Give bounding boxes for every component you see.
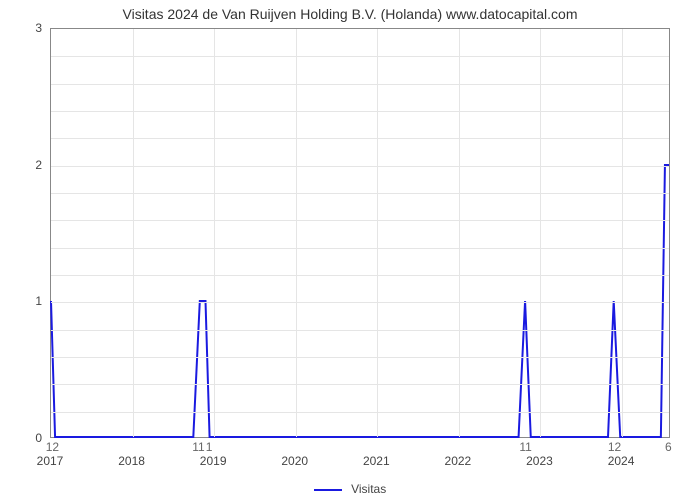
gridline-v [296,29,297,437]
gridline-h-minor [51,357,669,358]
gridline-h-minor [51,330,669,331]
gridline-v [540,29,541,437]
x-tick-label: 2021 [363,454,390,468]
gridline-v [133,29,134,437]
y-tick-label: 0 [2,431,42,445]
gridline-h [51,166,669,167]
gridline-h [51,302,669,303]
x-tick-label: 2019 [200,454,227,468]
gridline-v [622,29,623,437]
y-tick-label: 2 [2,158,42,172]
gridline-h-minor [51,56,669,57]
gridline-h-minor [51,220,669,221]
gridline-h-minor [51,138,669,139]
x-tick-label: 2017 [37,454,64,468]
data-point-label: 1 [206,440,213,454]
data-point-label: 12 [46,440,59,454]
gridline-h-minor [51,193,669,194]
gridline-h-minor [51,111,669,112]
legend: Visitas [0,482,700,496]
visits-chart: Visitas 2024 de Van Ruijven Holding B.V.… [0,0,700,500]
x-tick-label: 2024 [608,454,635,468]
x-tick-label: 2023 [526,454,553,468]
x-tick-label: 2018 [118,454,145,468]
data-point-label: 11 [192,440,204,454]
gridline-h-minor [51,275,669,276]
gridline-h-minor [51,412,669,413]
x-tick-label: 2020 [281,454,308,468]
x-tick-label: 2022 [445,454,472,468]
gridline-h-minor [51,248,669,249]
data-point-label: 12 [608,440,621,454]
y-tick-label: 1 [2,294,42,308]
data-point-label: 11 [519,440,531,454]
gridline-v [459,29,460,437]
gridline-h-minor [51,84,669,85]
plot-area [50,28,670,438]
gridline-v [214,29,215,437]
gridline-h-minor [51,384,669,385]
gridline-v [377,29,378,437]
y-tick-label: 3 [2,21,42,35]
chart-title: Visitas 2024 de Van Ruijven Holding B.V.… [0,6,700,22]
line-series-svg [51,29,669,437]
legend-label: Visitas [351,482,386,496]
data-point-label: 6 [665,440,672,454]
legend-swatch [314,489,342,491]
